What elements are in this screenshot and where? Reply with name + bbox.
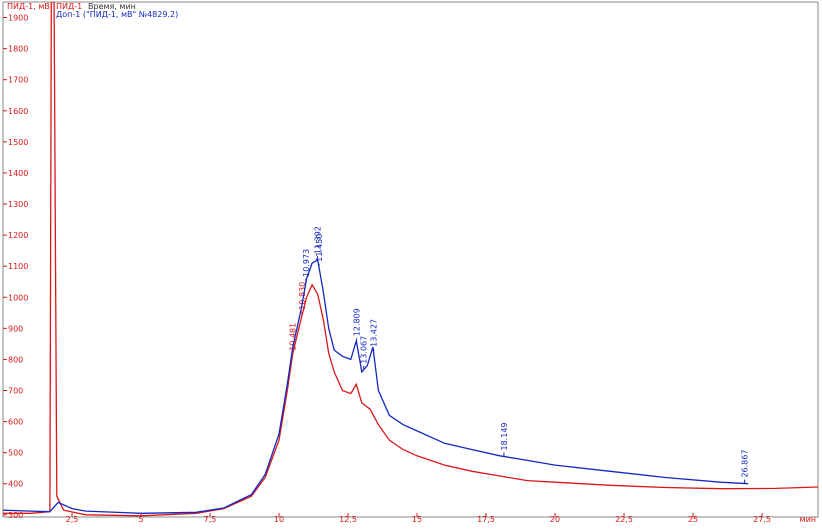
- x-tick-label: 2,5: [66, 515, 79, 524]
- peak-label: 26.867: [741, 450, 750, 478]
- y-tick-label: 600: [8, 418, 23, 427]
- legend-entry: Доп-1 ("ПИД-1, мВ" №4829.2): [56, 10, 178, 19]
- x-tick-label: 10: [274, 515, 284, 524]
- y-axis-label: ПИД-1, мВ: [7, 2, 50, 11]
- series-line: [3, 2, 818, 517]
- y-tick-label: 900: [8, 324, 23, 333]
- y-tick-label: 1500: [8, 138, 28, 147]
- peak-label: 10.830: [298, 282, 307, 310]
- y-tick-label: 500: [8, 449, 23, 458]
- series-line: [3, 258, 749, 514]
- y-tick-label: 1200: [8, 231, 28, 240]
- y-tick-label: 1000: [8, 293, 28, 302]
- x-tick-label: 20: [550, 515, 560, 524]
- peak-label: 12.809: [353, 308, 362, 336]
- peak-label: 10.973: [302, 249, 311, 277]
- x-tick-label: 27,5: [753, 515, 771, 524]
- x-tick-label: 25: [688, 515, 698, 524]
- y-tick-label: 400: [8, 480, 23, 489]
- y-tick-label: 1100: [8, 262, 28, 271]
- y-tick-label: 800: [8, 355, 23, 364]
- peak-label: 11.392: [313, 226, 322, 254]
- x-tick-label: 12,5: [339, 515, 357, 524]
- y-tick-label: 700: [8, 387, 23, 396]
- y-tick-label: 1900: [8, 14, 28, 23]
- y-tick-label: 1300: [8, 200, 28, 209]
- peak-label: 10.481: [288, 323, 297, 351]
- y-tick-label: 1600: [8, 107, 28, 116]
- peak-label: 18.149: [500, 422, 509, 450]
- x-unit-label: мин: [800, 515, 816, 524]
- x-axis-label: Время, мин: [88, 2, 136, 11]
- peak-label: 13.067: [360, 336, 369, 364]
- legend-entry: ПИД-1: [56, 2, 82, 11]
- plot-frame: [2, 1, 819, 518]
- x-tick-label: 15: [412, 515, 422, 524]
- y-tick-label: 1700: [8, 76, 28, 85]
- x-tick-label: 22,5: [615, 515, 633, 524]
- x-tick-label: 5: [138, 515, 143, 524]
- y-tick-label: 300: [8, 511, 23, 520]
- x-tick-label: 7,5: [204, 515, 217, 524]
- peak-label: 13.427: [370, 319, 379, 347]
- y-tick-label: 1800: [8, 45, 28, 54]
- x-tick-label: 17,5: [477, 515, 495, 524]
- peak-label: 11.450: [315, 234, 324, 262]
- y-tick-label: 1400: [8, 169, 28, 178]
